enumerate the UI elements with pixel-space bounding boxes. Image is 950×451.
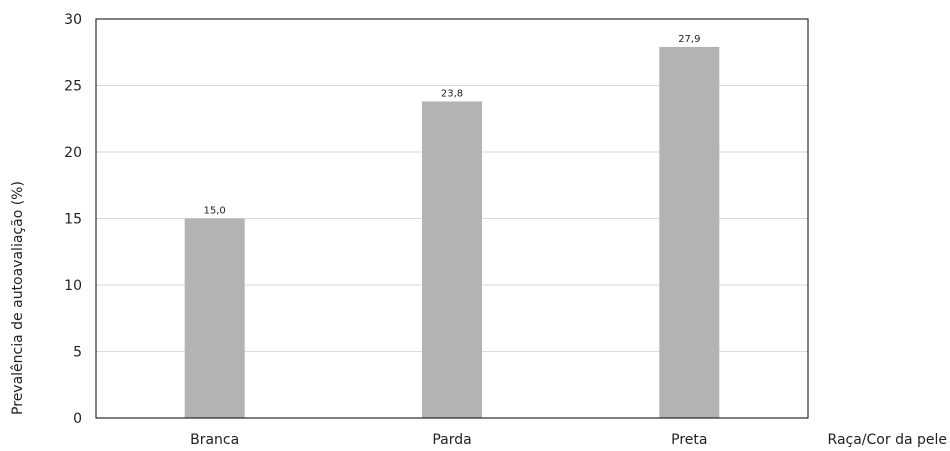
x-tick-label: Parda — [432, 432, 471, 448]
y-tick-label: 10 — [64, 278, 82, 294]
bars: 15,0 23,8 27,9 — [184, 34, 720, 419]
y-axis-title: Prevalência de autoavaliação (%) — [10, 181, 26, 415]
plot-frame — [95, 18, 809, 419]
y-tick-label: 25 — [64, 79, 82, 95]
bar-parda — [422, 101, 482, 419]
x-axis-title: Raça/Cor da pele — [828, 432, 947, 448]
y-axis-ticks: 0 5 10 15 20 25 30 — [64, 12, 82, 427]
bar-branca — [184, 218, 245, 418]
x-tick-label: Preta — [671, 432, 707, 448]
y-tick-label: 5 — [73, 345, 82, 361]
x-axis-ticks: Branca Parda Preta — [190, 432, 707, 448]
bar-preta — [659, 46, 720, 419]
x-tick-label: Branca — [190, 432, 239, 448]
y-tick-label: 0 — [73, 411, 82, 427]
bar-value-label: 23,8 — [441, 88, 463, 99]
y-tick-label: 30 — [64, 12, 82, 28]
bar-value-label: 15,0 — [204, 206, 226, 217]
y-tick-label: 15 — [64, 212, 82, 228]
y-tick-label: 20 — [64, 145, 82, 161]
bar-value-label: 27,9 — [678, 34, 700, 45]
